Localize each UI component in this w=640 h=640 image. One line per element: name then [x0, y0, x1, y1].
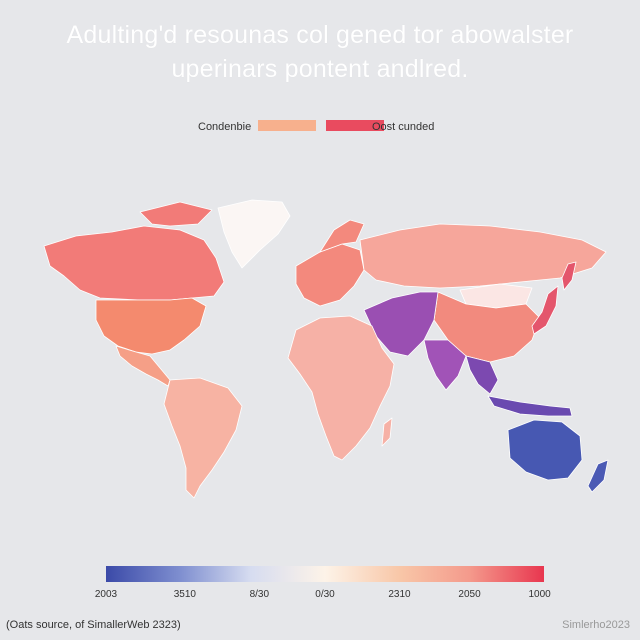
legend-label-1: Condenbie — [198, 121, 252, 133]
region-far-east — [561, 261, 577, 291]
color-scale-tick: 2050 — [458, 589, 481, 600]
map-title-line-2: uperinars pontent andlred. — [171, 55, 469, 83]
region-madagascar — [381, 417, 393, 447]
region-russia — [359, 223, 607, 289]
region-canada — [43, 225, 225, 301]
legend-label-2: Oost cunded — [372, 121, 435, 133]
region-india — [423, 339, 467, 391]
region-africa — [287, 315, 395, 461]
region-greenland — [217, 199, 291, 269]
region-new-zealand — [587, 459, 609, 493]
region-arctic-islands — [139, 201, 213, 227]
color-scale-tick: 2310 — [388, 589, 411, 600]
color-scale-tick: 8/30 — [249, 589, 270, 600]
region-indonesia — [487, 395, 573, 417]
region-usa — [95, 297, 207, 355]
color-scale-tick: 3510 — [173, 589, 196, 600]
data-source: (Oats source, of SimallerWeb 2323) — [6, 619, 181, 631]
region-japan — [531, 285, 559, 335]
color-scale-ticks: 2003 3510 8/30 0/30 2310 2050 1000 — [95, 589, 551, 603]
watermark: Simlerho2023 — [562, 619, 630, 631]
color-scale-tick: 2003 — [94, 589, 118, 600]
map-title-line-1: Adulting'd resounas col gened tor abowal… — [66, 21, 574, 49]
color-scale-bar — [106, 566, 544, 582]
color-scale-tick: 0/30 — [315, 589, 335, 600]
world-map — [20, 180, 620, 520]
region-china — [433, 291, 541, 363]
color-scale-tick: 1000 — [528, 589, 551, 600]
legend-swatch-1 — [258, 120, 316, 131]
region-central-america — [115, 345, 171, 387]
legend-swatch-2 — [326, 120, 384, 131]
map-title: Adulting'd resounas col gened tor abowal… — [0, 18, 640, 86]
region-australia — [507, 419, 583, 481]
region-middle-east — [363, 291, 439, 357]
region-se-asia — [465, 355, 499, 395]
region-europe — [295, 243, 365, 307]
legend: Condenbie Oost cunded — [0, 118, 640, 138]
region-scandinavia — [319, 219, 365, 253]
region-south-america — [163, 377, 243, 499]
